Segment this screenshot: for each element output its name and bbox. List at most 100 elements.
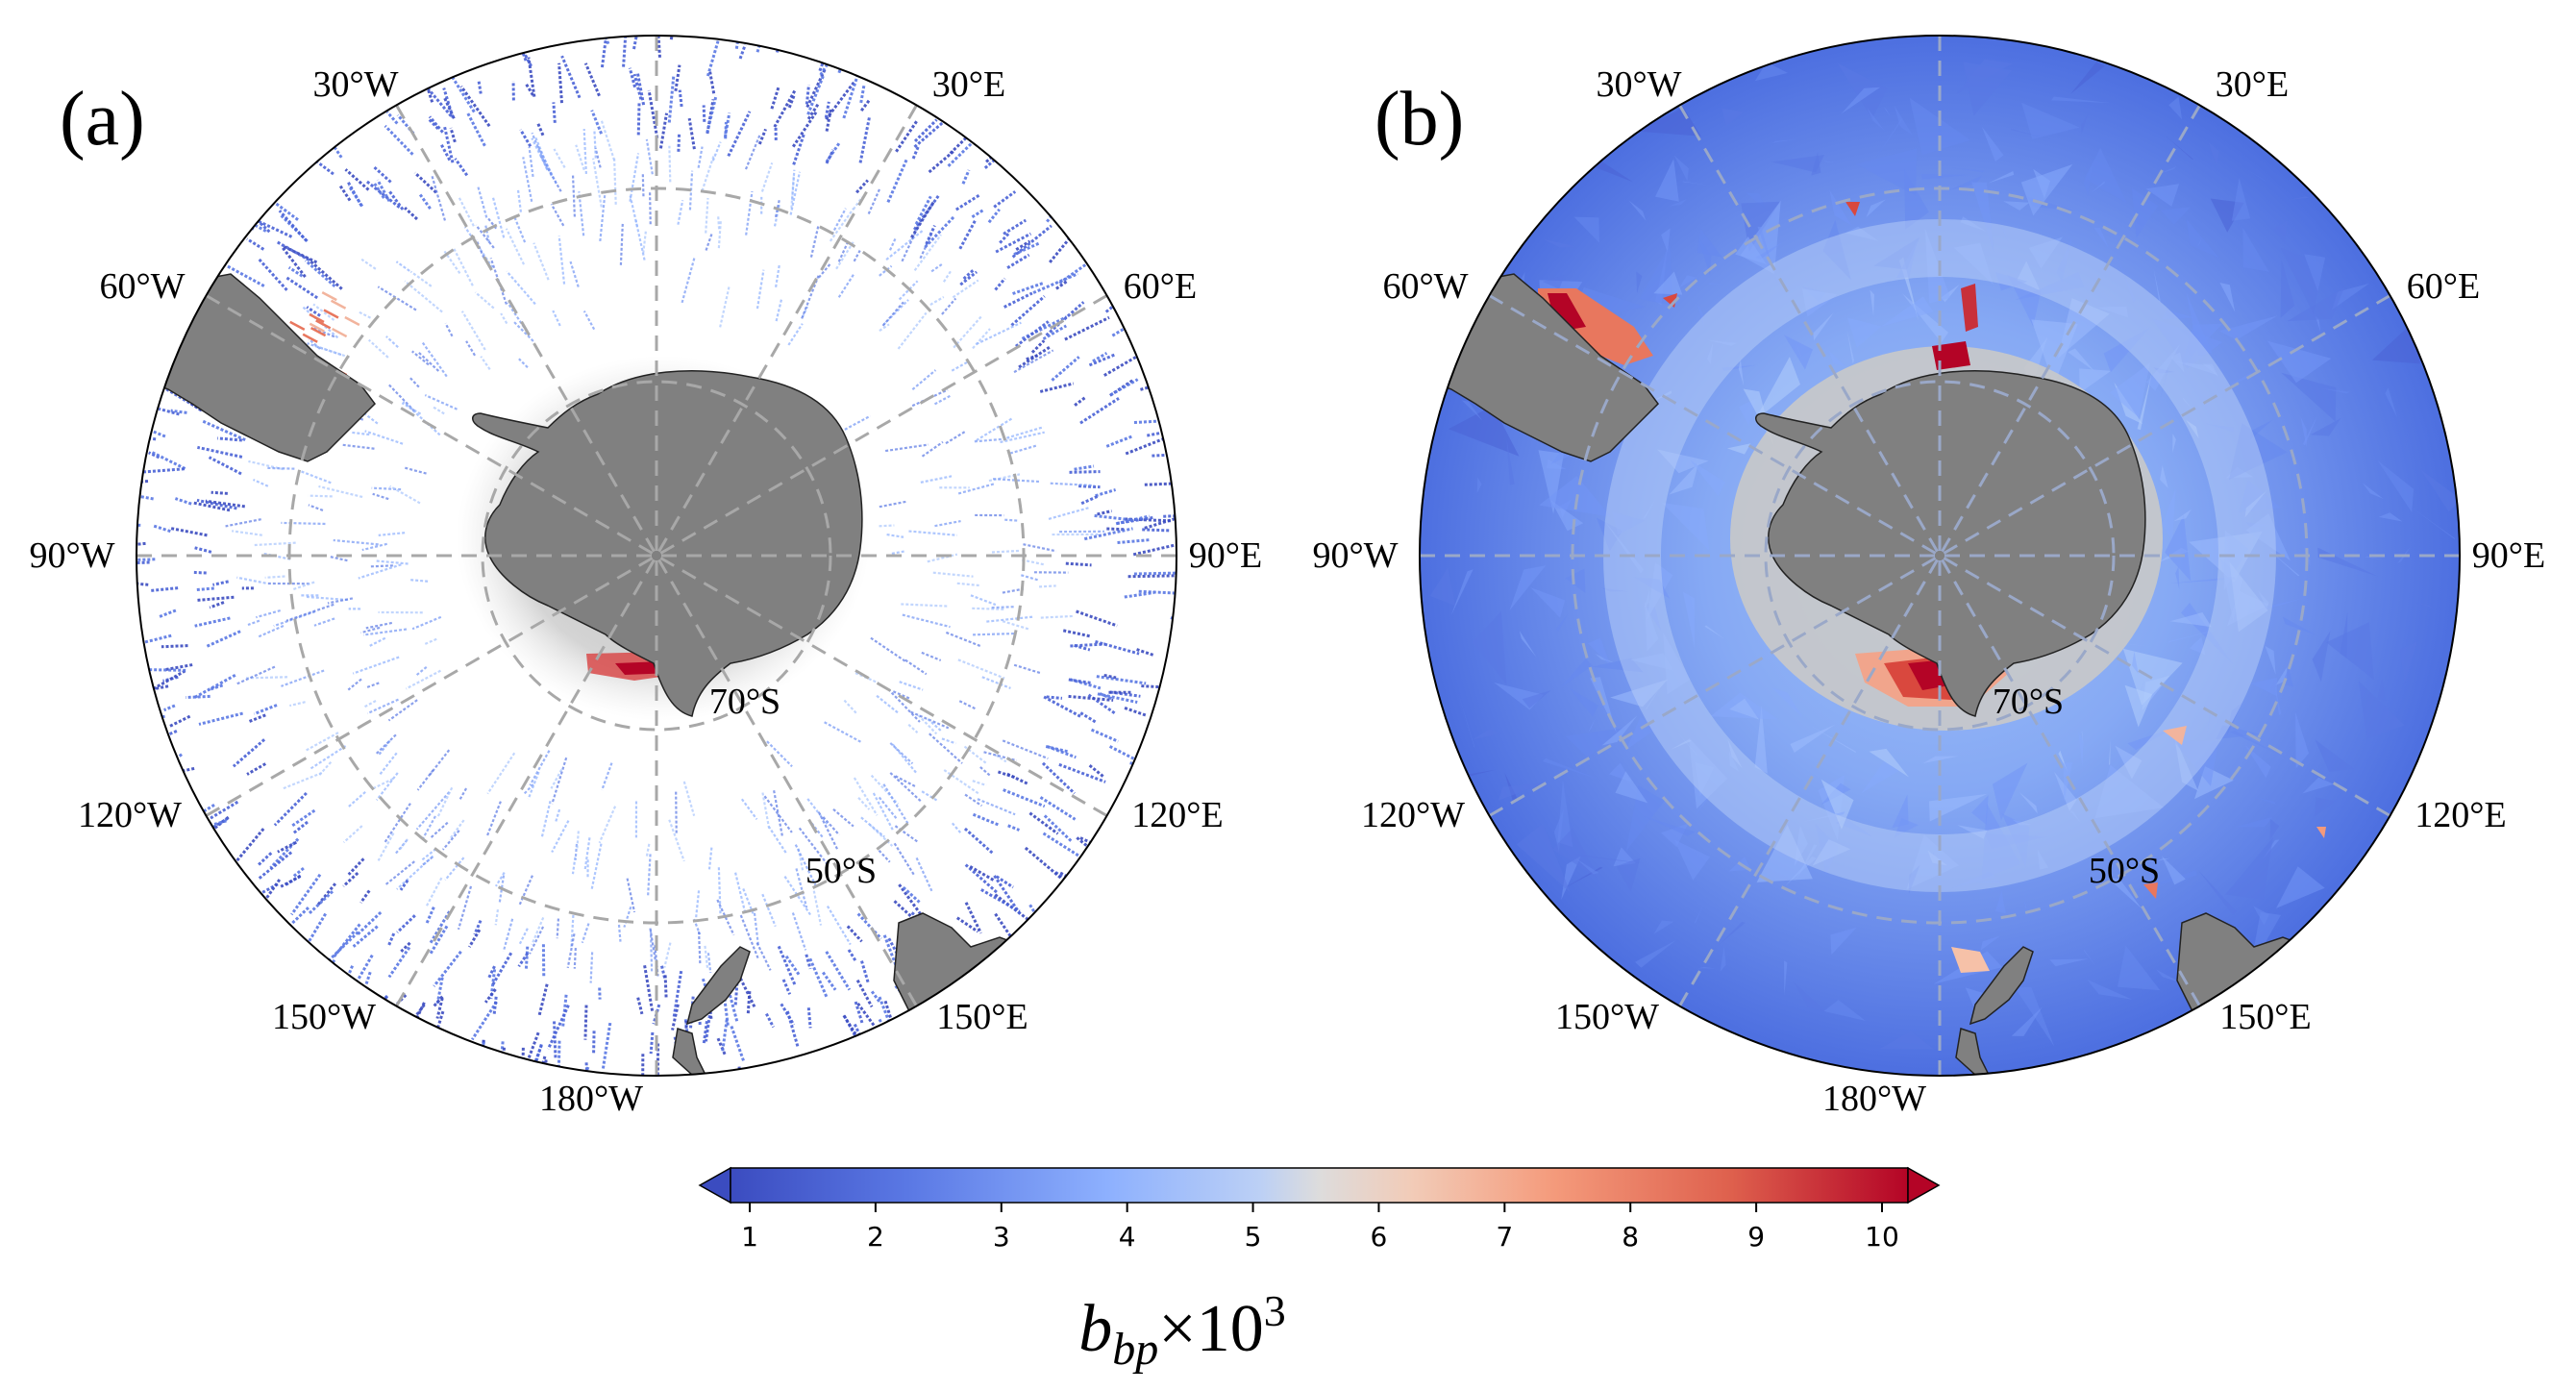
track-segment: [243, 882, 279, 904]
track-segment: [137, 633, 172, 646]
track-segment: [1074, 396, 1087, 407]
texture-facet: [1980, 935, 2001, 951]
track-segment: [817, 811, 839, 852]
track-segment: [400, 941, 411, 953]
track-segment: [494, 871, 506, 887]
track-segment: [784, 955, 802, 977]
texture-facet: [2420, 469, 2460, 512]
track-segment: [342, 871, 359, 888]
texture-facet: [2273, 680, 2282, 715]
track-segment: [282, 772, 323, 790]
texture-facet: [1669, 199, 1687, 207]
track-segment: [847, 949, 857, 962]
panel-a-lon-30w: 30°W: [312, 64, 398, 105]
texture-facet: [1793, 981, 1826, 1012]
texture-facet: [2276, 866, 2325, 908]
track-segment: [911, 145, 920, 160]
track-segment: [287, 265, 304, 278]
track-segment: [211, 490, 228, 495]
track-segment: [901, 603, 949, 608]
track-segment: [309, 260, 343, 290]
texture-facet: [1635, 940, 1676, 968]
track-segment: [641, 172, 645, 197]
track-segment: [302, 306, 339, 339]
track-segment: [763, 795, 793, 833]
track-segment: [376, 772, 399, 801]
texture-facet: [2377, 460, 2415, 512]
track-segment: [1042, 324, 1067, 340]
track-segment: [253, 478, 269, 487]
texture-facet: [2189, 636, 2206, 656]
track-segment: [775, 263, 780, 287]
track-segment: [870, 990, 881, 1004]
track-segment: [829, 208, 855, 242]
track-segment: [1021, 574, 1039, 582]
track-segment: [972, 632, 1017, 636]
texture-facet: [2175, 566, 2180, 590]
track-segment: [719, 286, 731, 328]
track-segment: [887, 688, 921, 723]
track-segment: [1002, 587, 1024, 594]
texture-facet: [2244, 744, 2271, 779]
texture-facet: [1463, 769, 1496, 778]
track-segment: [1074, 464, 1095, 471]
colorbar-tick-label: 8: [1622, 1221, 1639, 1253]
texture-facet: [2090, 181, 2105, 194]
colorbar-tick-label: 6: [1371, 1221, 1388, 1253]
track-segment: [285, 275, 318, 300]
track-segment: [254, 541, 296, 547]
track-segment: [198, 711, 243, 726]
texture-facet: [1951, 167, 1985, 173]
texture-facet: [1697, 304, 1704, 329]
track-segment: [578, 191, 585, 236]
track-segment: [386, 932, 396, 948]
track-segment: [435, 997, 444, 1019]
track-segment: [920, 475, 953, 484]
texture-facet: [1754, 357, 1800, 421]
texture-facet: [1880, 296, 1934, 327]
track-segment: [995, 232, 1032, 254]
track-segment: [1144, 482, 1177, 486]
track-segment: [964, 793, 983, 807]
texture-facet: [2218, 315, 2278, 340]
track-segment: [1003, 291, 1033, 309]
track-segment: [628, 67, 636, 88]
track-segment: [500, 312, 508, 325]
texture-facet: [2173, 509, 2192, 522]
track-segment: [789, 171, 802, 215]
texture-facet: [2269, 818, 2280, 840]
track-segment: [431, 174, 446, 221]
track-segment: [921, 790, 939, 802]
panel-b-lon-180w: 180°W: [1822, 1079, 1926, 1119]
track-segment: [212, 580, 229, 586]
track-segment: [321, 291, 337, 302]
track-segment: [837, 241, 849, 262]
track-segment: [708, 71, 716, 94]
track-segment: [387, 699, 418, 722]
texture-facet: [2153, 267, 2161, 303]
texture-facet: [2416, 603, 2434, 609]
track-segment: [1010, 295, 1046, 327]
texture-facet: [1875, 119, 1903, 160]
track-segment: [136, 560, 150, 565]
track-segment: [822, 971, 837, 991]
track-segment: [344, 168, 370, 191]
track-segment: [822, 816, 840, 836]
track-segment: [1079, 711, 1097, 724]
texture-facet: [1720, 945, 1726, 972]
texture-facet: [2295, 711, 2309, 769]
track-segment: [777, 945, 797, 985]
track-segment: [460, 310, 486, 351]
track-segment: [955, 916, 979, 933]
track-segment: [378, 739, 391, 756]
track-segment: [945, 430, 966, 445]
track-segment: [232, 738, 266, 768]
track-segment: [681, 257, 696, 304]
track-segment: [291, 820, 309, 835]
texture-facet: [1909, 97, 1970, 156]
track-segment: [376, 179, 391, 203]
track-segment: [494, 908, 500, 926]
texture-facet: [2145, 184, 2180, 207]
track-segment: [323, 309, 339, 319]
